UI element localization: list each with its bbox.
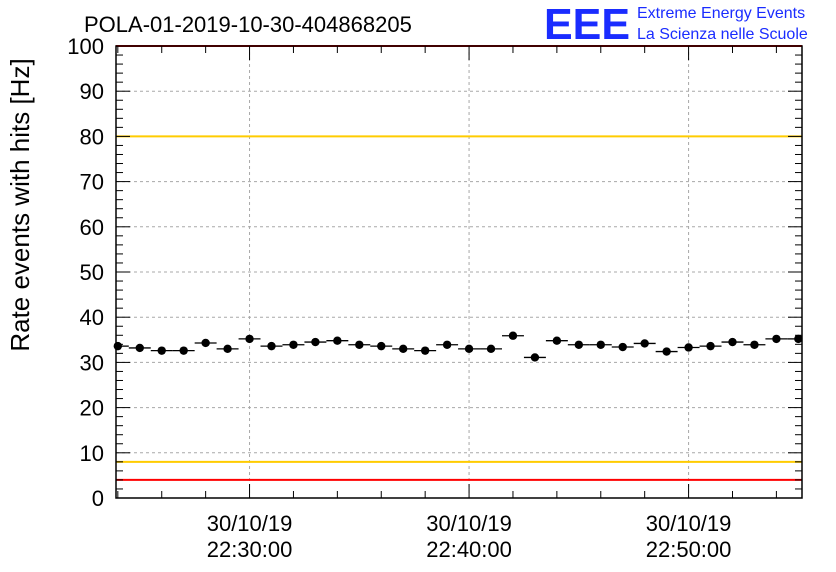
data-point	[464, 344, 474, 354]
x-tick-labels: 30/10/1922:30:0030/10/1922:40:0030/10/19…	[207, 511, 732, 562]
y-tick-label: 20	[80, 396, 104, 421]
eee-logo: EEE Extreme Energy Events La Scienza nel…	[544, 0, 808, 49]
data-point	[750, 340, 759, 349]
data-point	[574, 340, 584, 349]
logo-line-1: Extreme Energy Events	[637, 5, 805, 22]
y-tick-label: 30	[80, 350, 104, 375]
data-point	[113, 341, 123, 351]
data-point	[552, 336, 562, 345]
data-point	[333, 336, 342, 345]
data-point	[618, 342, 627, 352]
chart-title: POLA-01-2019-10-30-404868205	[84, 12, 412, 37]
data-point	[772, 334, 781, 344]
x-tick-label-time: 22:30:00	[207, 537, 293, 562]
axis-ticks	[116, 45, 802, 499]
data-point	[377, 341, 386, 351]
data-point	[684, 343, 693, 352]
y-tick-label: 80	[80, 124, 104, 149]
y-tick-label: 100	[67, 34, 104, 59]
y-tick-label: 40	[80, 305, 104, 330]
grid	[116, 46, 802, 498]
x-tick-label-time: 22:50:00	[646, 537, 732, 562]
data-point	[245, 334, 254, 344]
y-tick-label: 60	[80, 215, 104, 240]
data-point	[157, 346, 166, 355]
data-point	[201, 338, 210, 348]
logo-line-2: La Scienza nelle Scuole	[637, 26, 808, 43]
y-tick-label: 70	[80, 170, 104, 195]
data-point	[311, 337, 320, 347]
y-axis-title: Rate events with hits [Hz]	[5, 58, 35, 351]
data-point	[508, 331, 518, 340]
data-point	[355, 340, 364, 349]
data-point	[179, 346, 188, 355]
y-tick-label: 50	[80, 260, 104, 285]
data-point	[728, 337, 737, 347]
data-point	[289, 340, 298, 349]
data-point	[442, 340, 452, 349]
data-point	[596, 340, 605, 349]
data-points	[113, 331, 803, 362]
y-tick-labels: 0 10 20 30 40 50 60 70 80 90 100	[67, 34, 104, 511]
y-tick-label: 0	[92, 486, 104, 511]
data-point	[399, 344, 408, 354]
x-tick-label-date: 30/10/19	[207, 511, 293, 536]
data-point	[794, 334, 803, 344]
y-tick-label: 10	[80, 441, 104, 466]
data-point	[706, 341, 715, 351]
data-point	[267, 341, 276, 351]
logo-mark: EEE	[544, 0, 630, 49]
x-tick-label-date: 30/10/19	[646, 511, 732, 536]
data-point	[135, 343, 144, 353]
data-point	[530, 353, 540, 362]
data-point	[486, 344, 496, 354]
data-point	[223, 344, 232, 354]
x-tick-label-time: 22:40:00	[426, 537, 512, 562]
data-point	[420, 346, 430, 355]
data-point	[640, 339, 649, 348]
data-point	[662, 347, 671, 356]
x-tick-label-date: 30/10/19	[426, 511, 512, 536]
y-tick-label: 90	[80, 79, 104, 104]
